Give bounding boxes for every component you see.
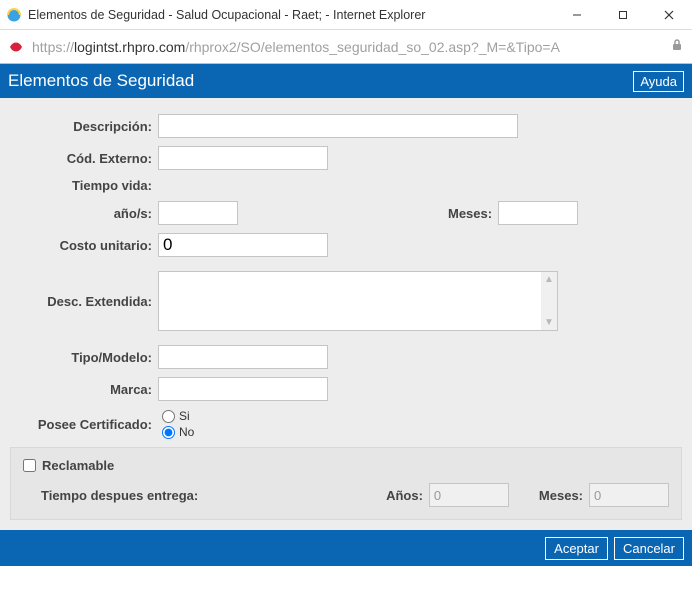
descripcion-label: Descripción: — [10, 119, 158, 134]
ie-icon — [6, 7, 22, 23]
address-bar: https://logintst.rhpro.com/rhprox2/SO/el… — [0, 30, 692, 64]
cancel-button[interactable]: Cancelar — [614, 537, 684, 560]
reclamable-anos-input — [429, 483, 509, 507]
meses-input[interactable] — [498, 201, 578, 225]
url-path: /rhprox2/SO/elementos_seguridad_so_02.as… — [185, 39, 560, 55]
anos-label: año/s: — [10, 206, 158, 221]
reclamable-box: Reclamable Tiempo despues entrega: Años:… — [10, 447, 682, 520]
form-area: Descripción: Cód. Externo: Tiempo vida: … — [0, 98, 692, 530]
radio-no-label: No — [179, 425, 194, 439]
meses-label: Meses: — [448, 206, 492, 221]
tipo-modelo-label: Tipo/Modelo: — [10, 350, 158, 365]
desc-extendida-label: Desc. Extendida: — [10, 294, 158, 309]
page-title: Elementos de Seguridad — [8, 71, 194, 91]
tipo-modelo-input[interactable] — [158, 345, 328, 369]
reclamable-meses-input — [589, 483, 669, 507]
cod-externo-label: Cód. Externo: — [10, 151, 158, 166]
close-button[interactable] — [646, 0, 692, 30]
footer-bar: Aceptar Cancelar — [0, 530, 692, 566]
cod-externo-input[interactable] — [158, 146, 328, 170]
desc-extendida-input[interactable] — [158, 271, 558, 331]
url-scheme: https:// — [32, 39, 74, 55]
maximize-button[interactable] — [600, 0, 646, 30]
costo-unitario-label: Costo unitario: — [10, 238, 158, 253]
costo-unitario-input[interactable] — [158, 233, 328, 257]
accept-button[interactable]: Aceptar — [545, 537, 608, 560]
url-host: logintst.rhpro.com — [74, 39, 185, 55]
descripcion-input[interactable] — [158, 114, 518, 138]
reclamable-anos-label: Años: — [386, 488, 423, 503]
window-titlebar: Elementos de Seguridad - Salud Ocupacion… — [0, 0, 692, 30]
radio-si-input[interactable] — [162, 410, 175, 423]
radio-si[interactable]: Si — [162, 409, 194, 423]
posee-certificado-label: Posee Certificado: — [10, 417, 158, 432]
lock-icon — [670, 38, 684, 55]
site-icon — [8, 39, 24, 55]
reclamable-checkbox[interactable] — [23, 459, 36, 472]
marca-input[interactable] — [158, 377, 328, 401]
tiempo-vida-label: Tiempo vida: — [10, 178, 158, 193]
reclamable-meses-label: Meses: — [539, 488, 583, 503]
reclamable-label: Reclamable — [42, 458, 114, 473]
textarea-scrollbar[interactable]: ▲ ▼ — [541, 272, 557, 330]
tiempo-despues-label: Tiempo despues entrega: — [41, 488, 198, 503]
minimize-button[interactable] — [554, 0, 600, 30]
scroll-up-icon: ▲ — [544, 274, 554, 285]
radio-si-label: Si — [179, 409, 190, 423]
marca-label: Marca: — [10, 382, 158, 397]
radio-no[interactable]: No — [162, 425, 194, 439]
anos-input[interactable] — [158, 201, 238, 225]
scroll-down-icon: ▼ — [544, 317, 554, 328]
help-button[interactable]: Ayuda — [633, 71, 684, 92]
url-field[interactable]: https://logintst.rhpro.com/rhprox2/SO/el… — [32, 39, 664, 55]
page-header: Elementos de Seguridad Ayuda — [0, 64, 692, 98]
radio-no-input[interactable] — [162, 426, 175, 439]
window-title: Elementos de Seguridad - Salud Ocupacion… — [28, 8, 554, 22]
